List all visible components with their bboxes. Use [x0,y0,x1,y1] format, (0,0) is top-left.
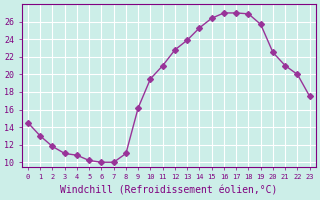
X-axis label: Windchill (Refroidissement éolien,°C): Windchill (Refroidissement éolien,°C) [60,186,277,196]
